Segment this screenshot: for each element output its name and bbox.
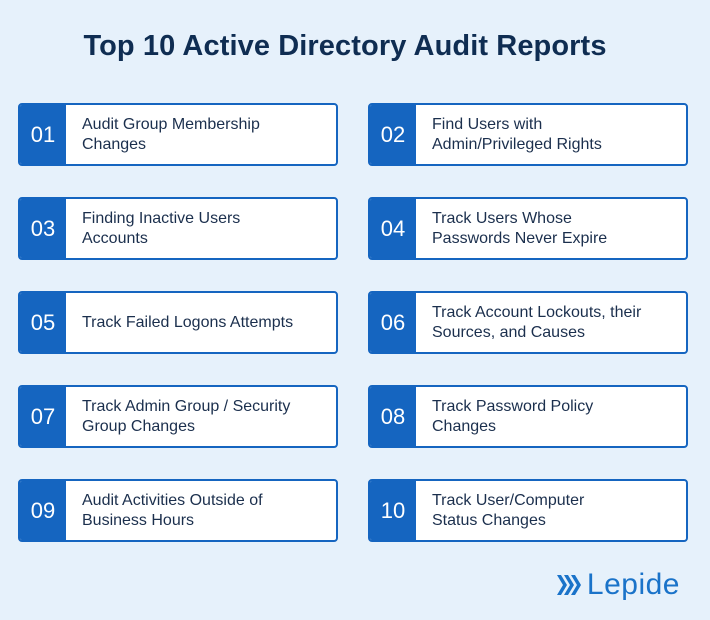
report-card-05: 05 Track Failed Logons Attempts <box>18 291 338 354</box>
report-label: Track Users Whose Passwords Never Expire <box>432 209 608 247</box>
report-number: 07 <box>20 387 66 446</box>
report-card-07: 07 Track Admin Group / Security Group Ch… <box>18 385 338 448</box>
report-number: 04 <box>370 199 416 258</box>
report-card-01: 01 Audit Group Membership Changes <box>18 103 338 166</box>
report-number: 01 <box>20 105 66 164</box>
logo-text: Lepide <box>586 568 680 601</box>
report-label: Track User/Computer Status Changes <box>432 491 585 529</box>
report-label: Track Failed Logons Attempts <box>82 313 294 331</box>
report-card-08: 08 Track Password Policy Changes <box>368 385 688 448</box>
report-card-06: 06 Track Account Lockouts, their Sources… <box>368 291 688 354</box>
report-label: Track Password Policy Changes <box>432 397 594 435</box>
report-number: 08 <box>370 387 416 446</box>
report-number: 06 <box>370 293 416 352</box>
report-card-09: 09 Audit Activities Outside of Business … <box>18 479 338 542</box>
report-number: 05 <box>20 293 66 352</box>
report-card-03: 03 Finding Inactive Users Accounts <box>18 197 338 260</box>
report-label: Track Admin Group / Security Group Chang… <box>82 397 291 435</box>
lepide-logo: Lepide <box>556 568 680 602</box>
report-number: 02 <box>370 105 416 164</box>
report-label: Find Users with Admin/Privileged Rights <box>432 115 602 153</box>
lepide-logo-icon <box>556 575 581 595</box>
report-label: Audit Group Membership Changes <box>82 115 260 153</box>
report-card-04: 04 Track Users Whose Passwords Never Exp… <box>368 197 688 260</box>
report-card-10: 10 Track User/Computer Status Changes <box>368 479 688 542</box>
report-number: 10 <box>370 481 416 540</box>
report-card-02: 02 Find Users with Admin/Privileged Righ… <box>368 103 688 166</box>
report-label: Audit Activities Outside of Business Hou… <box>82 491 263 529</box>
page-title: Top 10 Active Directory Audit Reports <box>83 30 607 62</box>
report-label: Finding Inactive Users Accounts <box>82 209 241 247</box>
report-number: 03 <box>20 199 66 258</box>
report-label: Track Account Lockouts, their Sources, a… <box>432 303 642 341</box>
report-number: 09 <box>20 481 66 540</box>
